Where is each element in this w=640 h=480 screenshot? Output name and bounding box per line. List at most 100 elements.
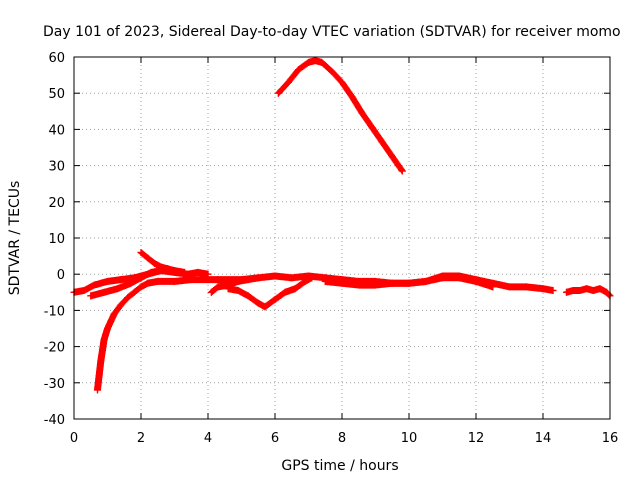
- data-point: [305, 272, 312, 280]
- data-point: [157, 263, 165, 271]
- data-point: [388, 279, 396, 287]
- data-point: [274, 89, 282, 97]
- data-point: [284, 78, 292, 86]
- x-tick-label: 6: [271, 431, 279, 446]
- series-track-dip-5-6h: [224, 274, 316, 311]
- data-point: [271, 272, 279, 280]
- data-point: [144, 254, 152, 262]
- x-tick-label: 16: [602, 431, 619, 446]
- data-point: [87, 292, 95, 300]
- series-track-late: [562, 285, 614, 300]
- data-point: [311, 57, 319, 65]
- data-point: [348, 93, 356, 101]
- series-path: [274, 57, 406, 175]
- data-point: [127, 279, 135, 287]
- data-point: [506, 283, 513, 291]
- y-tick-label: 0: [57, 268, 65, 283]
- y-axis-label: SDTVAR / TECUs: [7, 181, 23, 296]
- data-point: [93, 386, 101, 394]
- series-track-early-wedge: [87, 267, 165, 300]
- data-point: [130, 288, 138, 296]
- data-point: [305, 58, 312, 66]
- data-point: [576, 286, 584, 294]
- data-point: [398, 167, 406, 175]
- data-point: [549, 286, 557, 294]
- y-tick-label: -40: [44, 413, 65, 428]
- data-point: [137, 274, 145, 282]
- data-point: [583, 285, 591, 293]
- data-point: [318, 58, 326, 66]
- data-point: [338, 78, 346, 86]
- data-point: [98, 346, 106, 354]
- x-tick-label: 10: [401, 431, 418, 446]
- data-point: [368, 124, 376, 132]
- data-point: [439, 274, 446, 282]
- data-point: [254, 274, 262, 282]
- data-point: [80, 286, 88, 294]
- series-track-low-rise: [93, 277, 162, 394]
- data-point: [291, 285, 299, 293]
- data-point: [137, 248, 145, 256]
- data-point: [405, 279, 413, 287]
- data-point: [355, 281, 363, 289]
- data-point: [171, 267, 178, 275]
- series-track-mid-plateau: [154, 276, 222, 285]
- data-point: [569, 286, 577, 294]
- data-point: [422, 277, 430, 285]
- series-track-high-arc: [274, 57, 406, 175]
- data-point: [204, 270, 212, 278]
- data-point: [171, 277, 178, 285]
- y-tick-label: 30: [48, 160, 65, 175]
- data-point: [147, 268, 155, 276]
- data-point: [281, 288, 289, 296]
- data-point: [234, 286, 242, 294]
- data-point: [328, 67, 336, 75]
- y-tick-label: -30: [44, 377, 65, 392]
- data-point: [321, 277, 329, 285]
- data-point: [97, 357, 105, 365]
- y-tick-label: 50: [48, 87, 65, 102]
- data-point: [181, 268, 189, 276]
- data-point: [238, 276, 245, 284]
- x-tick-label: 14: [535, 431, 552, 446]
- y-tick-label: 60: [48, 51, 65, 66]
- data-point: [603, 288, 611, 296]
- data-point: [187, 276, 195, 284]
- data-point: [294, 66, 302, 74]
- data-point: [124, 294, 132, 302]
- data-point: [100, 288, 108, 296]
- data-point: [100, 335, 108, 343]
- data-point: [104, 325, 111, 332]
- y-tick-label: 10: [48, 232, 65, 247]
- data-point: [90, 281, 98, 289]
- data-point: [338, 279, 346, 287]
- x-axis-label: GPS time / hours: [281, 458, 398, 474]
- data-point: [388, 153, 396, 161]
- grid-lines: [74, 57, 610, 419]
- data-point: [117, 276, 125, 284]
- data-point: [214, 283, 222, 291]
- data-point: [194, 268, 202, 276]
- data-point: [114, 285, 122, 293]
- data-point: [117, 301, 125, 309]
- data-point: [539, 285, 547, 293]
- data-point: [224, 285, 232, 293]
- y-tick-label: 20: [48, 196, 65, 211]
- series-track-spike-2h: [137, 248, 189, 276]
- data-point: [137, 283, 145, 291]
- y-tick-label: -10: [44, 304, 65, 319]
- data-point: [596, 285, 604, 293]
- x-tick-label: 8: [338, 431, 346, 446]
- data-point: [150, 259, 158, 267]
- data-point: [144, 279, 152, 287]
- data-point: [589, 286, 597, 294]
- data-point: [214, 276, 222, 284]
- data-point: [489, 283, 497, 291]
- axis-ticks: 0 2 4 6 8 10 12 14 16 -40 -30 -20 -10 0 10 20 30 40 50 60: [44, 51, 619, 446]
- chart-title: Day 101 of 2023, Sidereal Day-to-day VTE…: [43, 24, 621, 40]
- data-point: [372, 281, 379, 289]
- x-tick-label: 4: [204, 431, 212, 446]
- x-tick-label: 0: [70, 431, 78, 446]
- y-tick-label: 40: [48, 123, 65, 138]
- x-tick-label: 2: [137, 431, 145, 446]
